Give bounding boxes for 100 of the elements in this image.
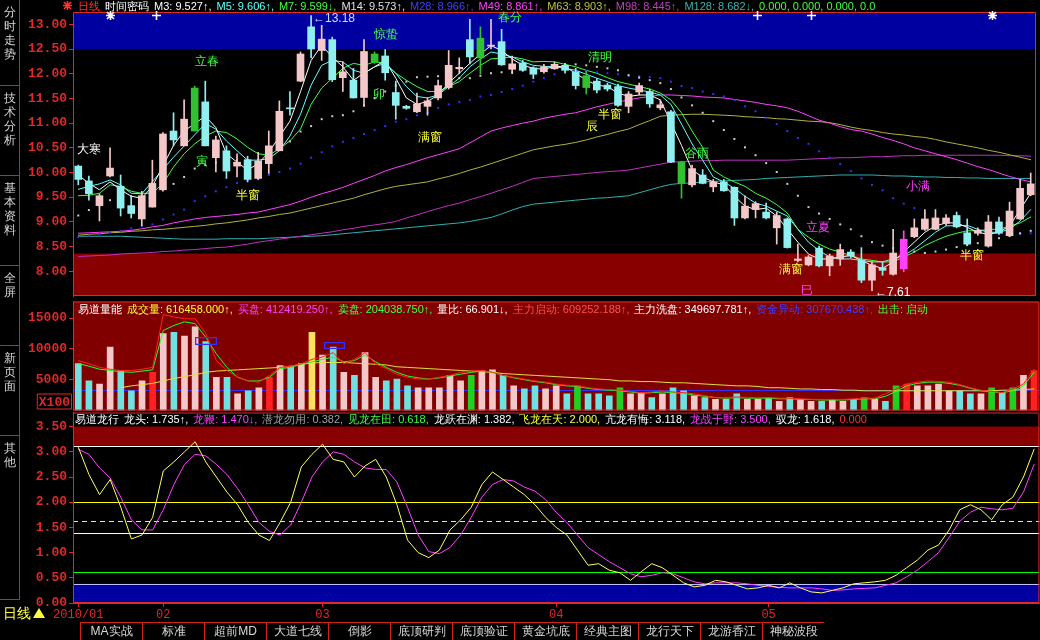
- bar: [404, 385, 411, 411]
- annotation: 驭龙: 1.618,: [775, 412, 835, 425]
- annotation: 成交量: 616458.000↑,: [127, 302, 233, 315]
- tab: 其他: [0, 436, 20, 600]
- annotation: 卯: [373, 87, 385, 102]
- bar: [128, 390, 135, 411]
- x-tick-label: 03: [315, 608, 330, 623]
- text: M28: 8.966↑,: [410, 0, 474, 12]
- tab: 经典主图: [576, 622, 638, 640]
- bar: [542, 388, 549, 411]
- tab: 超前MD: [204, 622, 266, 640]
- annotation: 龙战于野: 3.500,: [690, 412, 771, 425]
- annotation: 出击: 启动: [878, 302, 929, 315]
- annotation: 潜龙勿用: 0.382,: [262, 412, 344, 425]
- text: M7: 9.599↓,: [278, 0, 337, 12]
- annotation: 满窗: [779, 262, 803, 277]
- bar: [159, 333, 167, 411]
- annotation: 谷雨: [685, 146, 709, 161]
- y-tick-label: 9.50: [35, 189, 68, 205]
- bar: [298, 363, 305, 411]
- candlestick: [286, 91, 294, 116]
- tab: 龙行天下: [638, 622, 700, 640]
- y-axis-title: X100: [38, 395, 71, 411]
- annotation: ←13.18: [313, 11, 356, 26]
- text: 0.000, 0.000, 0.000, 0.0: [759, 0, 876, 12]
- y-tick-label: 8.50: [35, 238, 68, 254]
- bar: [595, 393, 603, 411]
- bar: [467, 375, 475, 411]
- y-tick-label: 13.00: [27, 16, 68, 32]
- annotation: 辰: [586, 119, 598, 134]
- text: M3: 9.527↑,: [154, 0, 212, 12]
- tab: 基本资料: [0, 176, 20, 266]
- annotation: 惊蛰: [373, 27, 398, 42]
- y-tick-label: 10.00: [27, 164, 68, 180]
- x-tick-label: 02: [156, 608, 171, 623]
- bar: [457, 380, 464, 411]
- y-tick-label: 8.00: [35, 263, 68, 279]
- bar: [563, 393, 571, 411]
- bar: [351, 375, 358, 411]
- annotation: 飞龙在天: 2.000,: [519, 412, 601, 425]
- candlestick: [794, 243, 802, 263]
- text: 日线: [78, 0, 100, 12]
- bar: [648, 397, 656, 411]
- candlestick: [339, 61, 347, 92]
- y-tick-label: 12.00: [27, 66, 68, 82]
- annotation: ←7.61: [875, 285, 911, 300]
- annotation: 买盘: 412419.250↑,: [237, 302, 333, 315]
- text: M49: 8.861↑,: [478, 0, 543, 12]
- bar: [287, 366, 295, 411]
- y-tick-label: 10000: [27, 341, 68, 357]
- bar: [96, 383, 103, 411]
- annotation: 易道量能: [78, 302, 122, 315]
- bar: [967, 393, 974, 411]
- annotation: 寅: [196, 154, 208, 169]
- bar: [627, 393, 634, 411]
- y-tick-label: 11.50: [27, 90, 68, 106]
- annotation: 立春: [195, 54, 219, 69]
- tab: 大道七线: [266, 622, 328, 640]
- text: M128: 8.682↓,: [684, 0, 755, 12]
- tab: 新页面: [0, 346, 20, 436]
- y-tick-label: 15000: [27, 310, 68, 326]
- annotation: 立夏: [806, 220, 830, 235]
- tab: 全屏: [0, 266, 20, 346]
- y-tick-label: 0.50: [35, 570, 68, 586]
- bar: [436, 387, 443, 411]
- bar: [659, 393, 666, 411]
- annotation: 0.000: [839, 412, 867, 425]
- y-tick-label: 9.00: [35, 214, 68, 230]
- annotation: 大寒: [77, 142, 101, 157]
- bar: [319, 354, 326, 411]
- bar: [489, 369, 496, 411]
- x-tick-label: 04: [549, 608, 564, 623]
- y-tick-label: 11.00: [27, 115, 68, 131]
- bar: [605, 395, 613, 411]
- y-tick-label: 2.00: [35, 494, 68, 510]
- text: M14: 9.573↑,: [341, 0, 406, 12]
- annotation: 资金异动: 307670.438↑,: [756, 302, 874, 315]
- y-tick-label: 3.50: [35, 418, 68, 434]
- annotation: 春分: [498, 10, 522, 25]
- bar: [234, 393, 241, 411]
- bar: [913, 385, 921, 411]
- annotation: 半窗: [236, 188, 260, 203]
- text: 日线: [3, 605, 31, 621]
- annotation: 满窗: [418, 130, 442, 145]
- bar: [871, 399, 879, 411]
- bar: [149, 371, 156, 411]
- bar: [998, 392, 1006, 411]
- annotation: 见龙在田: 0.618,: [348, 412, 429, 425]
- bar: [935, 383, 942, 411]
- y-tick-label: 12.50: [27, 41, 68, 57]
- annotation: 主力洗盘: 349697.781↑,: [634, 302, 752, 315]
- y-tick-label: 1.50: [35, 519, 68, 535]
- tab: 底顶验证: [452, 622, 514, 640]
- tab: 分时走势: [0, 0, 20, 86]
- annotation: 龙鞭: 1.470↓,: [193, 412, 258, 425]
- y-tick-label: 5000: [35, 371, 68, 387]
- tab: 龙游香江: [700, 622, 762, 640]
- bar: [425, 387, 433, 411]
- annotation: 主力启动: 609252.188↑,: [512, 302, 630, 315]
- annotation: 龙头: 1.735↑,: [124, 412, 189, 425]
